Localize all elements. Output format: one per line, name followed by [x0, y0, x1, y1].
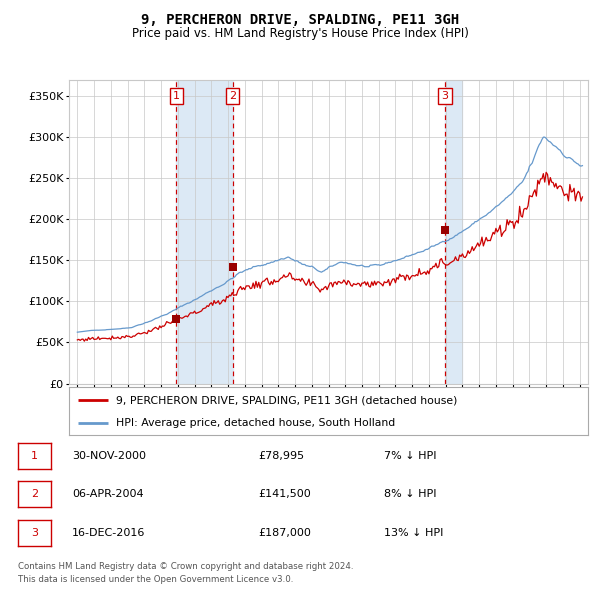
Text: 06-APR-2004: 06-APR-2004	[72, 490, 143, 499]
Text: 1: 1	[173, 91, 180, 101]
Text: 3: 3	[442, 91, 448, 101]
Text: 16-DEC-2016: 16-DEC-2016	[72, 528, 145, 537]
Text: £187,000: £187,000	[258, 528, 311, 537]
Text: 2: 2	[31, 490, 38, 499]
Text: 2: 2	[229, 91, 236, 101]
Text: This data is licensed under the Open Government Licence v3.0.: This data is licensed under the Open Gov…	[18, 575, 293, 584]
Text: £78,995: £78,995	[258, 451, 304, 461]
Text: 3: 3	[31, 528, 38, 537]
Text: £141,500: £141,500	[258, 490, 311, 499]
Text: 30-NOV-2000: 30-NOV-2000	[72, 451, 146, 461]
Text: Price paid vs. HM Land Registry's House Price Index (HPI): Price paid vs. HM Land Registry's House …	[131, 27, 469, 40]
Text: 1: 1	[31, 451, 38, 461]
Text: 9, PERCHERON DRIVE, SPALDING, PE11 3GH: 9, PERCHERON DRIVE, SPALDING, PE11 3GH	[141, 13, 459, 27]
Text: 8% ↓ HPI: 8% ↓ HPI	[384, 490, 437, 499]
Bar	[445, 80, 462, 384]
Text: Contains HM Land Registry data © Crown copyright and database right 2024.: Contains HM Land Registry data © Crown c…	[18, 562, 353, 571]
Text: 7% ↓ HPI: 7% ↓ HPI	[384, 451, 437, 461]
Bar	[176, 80, 233, 384]
Text: HPI: Average price, detached house, South Holland: HPI: Average price, detached house, Sout…	[116, 418, 395, 428]
Text: 13% ↓ HPI: 13% ↓ HPI	[384, 528, 443, 537]
Text: 9, PERCHERON DRIVE, SPALDING, PE11 3GH (detached house): 9, PERCHERON DRIVE, SPALDING, PE11 3GH (…	[116, 395, 457, 405]
